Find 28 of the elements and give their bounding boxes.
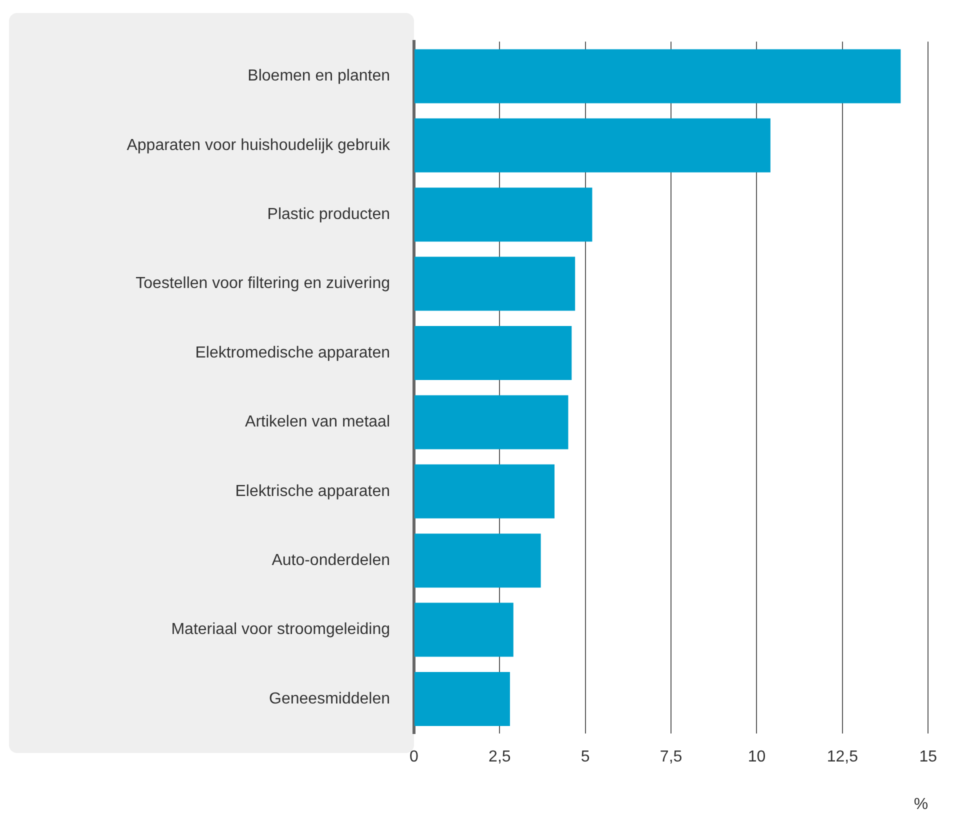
y-tick-label: Toestellen voor filtering en zuivering [136, 275, 390, 292]
y-tick-label: Bloemen en planten [248, 68, 390, 85]
bar [414, 534, 541, 588]
bar [414, 602, 514, 657]
x-tick-label: 5 [580, 748, 590, 766]
y-tick-label: Artikelen van metaal [245, 414, 390, 431]
x-tick-label: 7,5 [660, 748, 682, 766]
bar [414, 256, 576, 311]
y-tick-label: Geneesmiddelen [269, 690, 390, 708]
bar [414, 49, 901, 104]
bar [414, 672, 510, 726]
y-tick-label: Elektromedische apparaten [195, 344, 390, 362]
x-tick-label: 0 [410, 748, 419, 766]
y-tick-label: Apparaten voor huishoudelijk gebruik [126, 136, 391, 154]
y-tick-label: Materiaal voor stroomgeleiding [171, 621, 390, 638]
x-tick-label: 12,5 [826, 748, 858, 766]
y-tick-label: Elektrische apparaten [235, 482, 390, 500]
bar [414, 118, 770, 172]
x-tick-label: 10 [748, 748, 766, 766]
x-tick-label: 2,5 [488, 748, 511, 766]
x-tick-label: 15 [919, 748, 938, 766]
y-tick-label: Plastic producten [267, 206, 390, 224]
y-tick-label: Auto-onderdelen [272, 552, 390, 570]
bar [414, 326, 572, 380]
bar [414, 464, 555, 518]
x-axis-title: % [914, 796, 928, 813]
bar [414, 395, 568, 450]
bar [414, 188, 592, 242]
